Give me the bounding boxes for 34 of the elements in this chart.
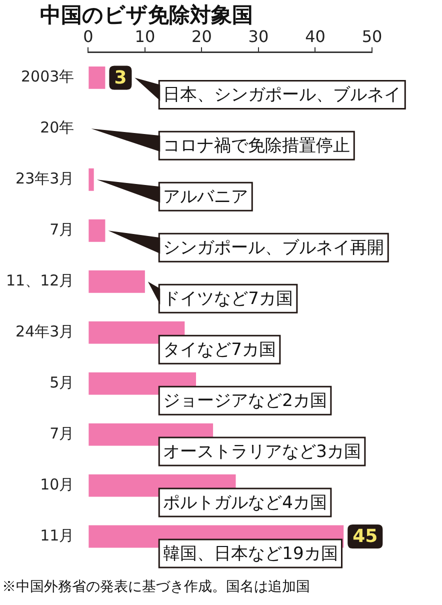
- y-tick-label: 11、12月: [6, 272, 74, 290]
- bar: [88, 219, 106, 242]
- x-tick-label: 0: [83, 26, 94, 46]
- x-tick-label: 20: [192, 26, 212, 46]
- bar: [88, 168, 94, 191]
- bar: [88, 66, 106, 89]
- y-tick-label: 7月: [50, 424, 74, 442]
- y-tick-label: 5月: [50, 373, 74, 392]
- annotation: 日本、シンガポール、ブルネイ: [163, 85, 402, 106]
- data-label: 45: [352, 526, 378, 548]
- x-tick-label: 30: [248, 26, 269, 46]
- y-tick-label: 2003年: [20, 68, 74, 86]
- x-tick-label: 40: [305, 26, 326, 46]
- text: ※中国外務省の発表に基づき作成。国名は追加国: [2, 578, 311, 596]
- y-tick-label: 24年3月: [16, 322, 74, 340]
- y-tick-label: 20年: [40, 118, 74, 137]
- annotation: ジョージアなど2カ国: [163, 390, 327, 411]
- y-tick-label: 7月: [50, 220, 74, 239]
- bar: [88, 270, 145, 293]
- annotation: コロナ禍で免除措置停止: [163, 136, 350, 156]
- annotation: シンガポール、ブルネイ再開: [163, 238, 384, 258]
- annotation: タイなど7カ国: [163, 340, 276, 360]
- y-tick-label: 11月: [40, 526, 74, 544]
- chart-title: 中国のビザ免除対象国: [40, 2, 254, 28]
- annotation: 韓国、日本など19カ国: [163, 544, 338, 564]
- x-tick-label: 50: [362, 26, 382, 46]
- annotation: ポルトガルなど4カ国: [163, 492, 327, 513]
- x-tick-label: 10: [134, 26, 156, 46]
- y-tick-label: 23年3月: [16, 170, 74, 188]
- annotation: オーストラリアなど3カ国: [163, 442, 361, 462]
- annotation: ドイツなど7カ国: [163, 289, 293, 310]
- data-label: 3: [114, 67, 127, 88]
- annotation: アルバニア: [163, 187, 248, 208]
- y-tick-label: 10月: [40, 475, 74, 494]
